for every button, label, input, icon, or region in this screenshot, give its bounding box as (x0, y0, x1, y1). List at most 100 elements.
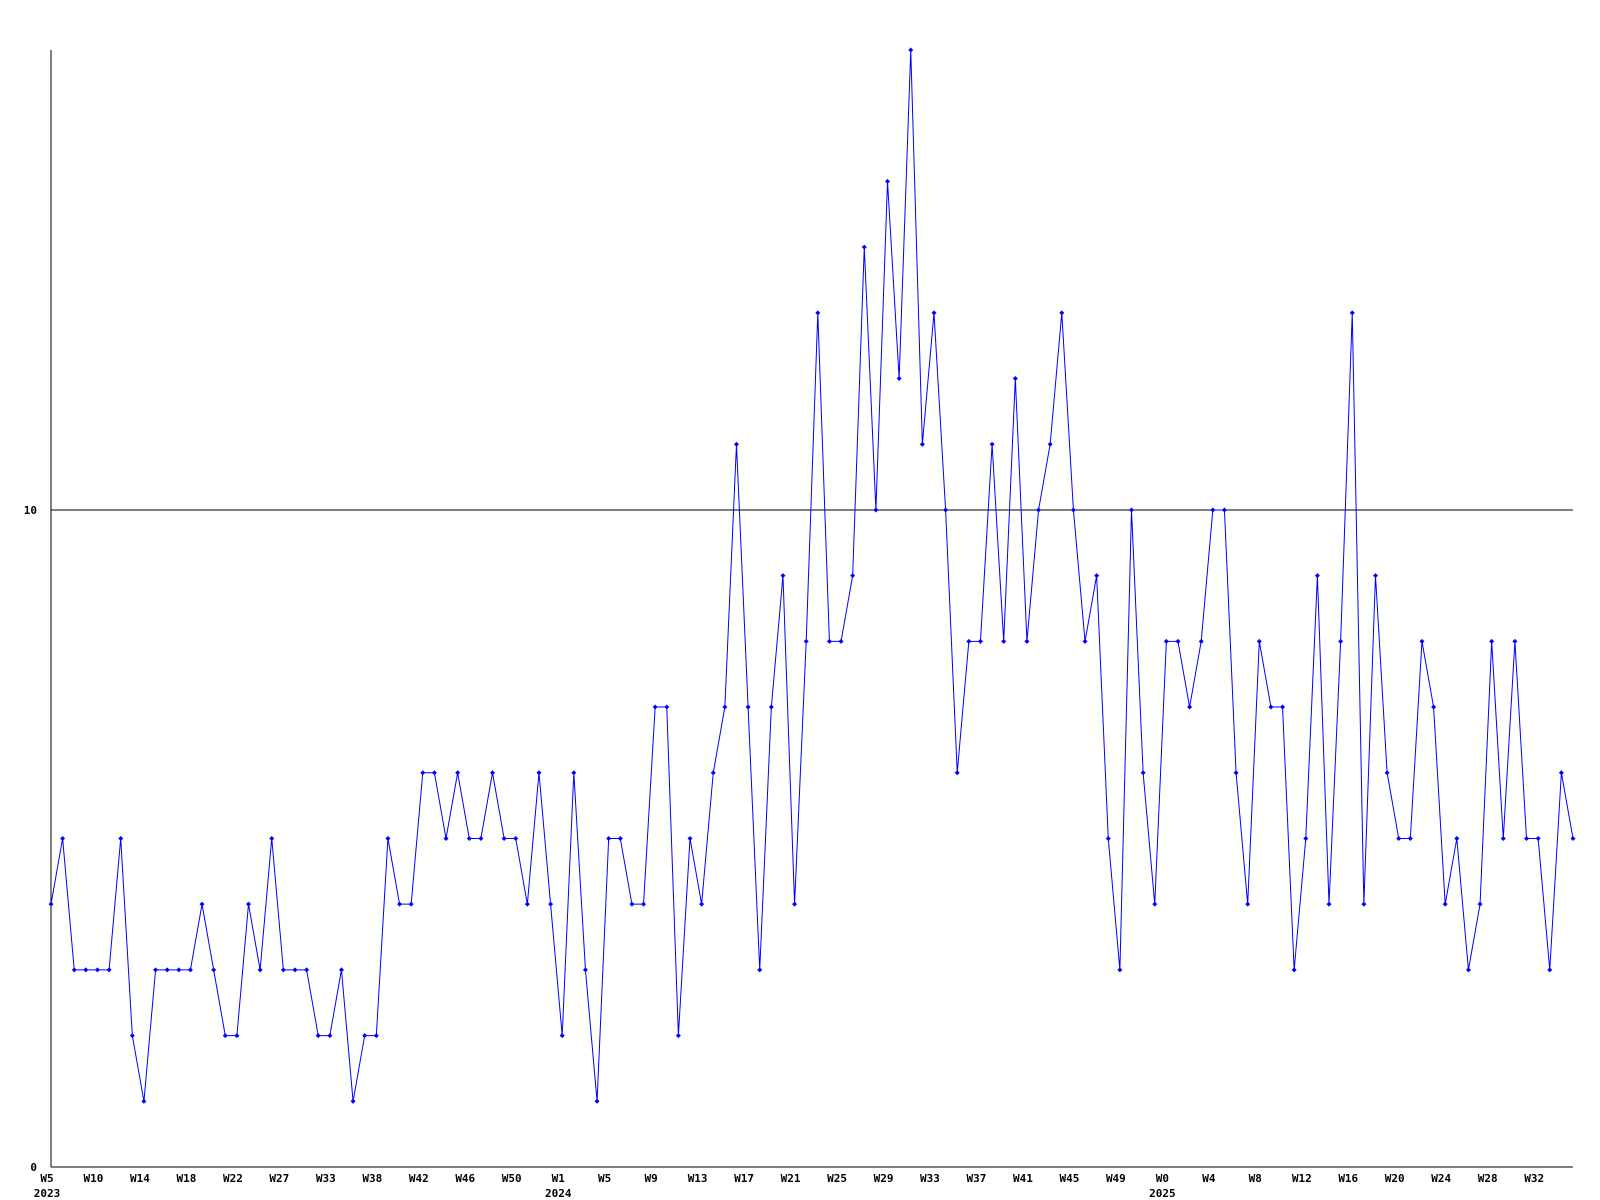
x-tick-label: W14 (130, 1172, 150, 1185)
x-tick-label: W33 (316, 1172, 336, 1185)
x-tick-label: W10 (84, 1172, 104, 1185)
x-tick-label: W28 (1478, 1172, 1498, 1185)
data-point (1245, 901, 1251, 907)
data-point (1187, 704, 1193, 710)
data-point (1291, 967, 1297, 973)
data-point (153, 967, 159, 973)
x-tick-label: W8 (1249, 1172, 1262, 1185)
data-point (1082, 638, 1088, 644)
data-point (327, 1033, 333, 1039)
data-point (1465, 967, 1471, 973)
data-point (873, 507, 879, 513)
data-point (768, 704, 774, 710)
data-point (71, 967, 77, 973)
data-point (896, 376, 902, 382)
data-point (106, 967, 112, 973)
data-point (280, 967, 286, 973)
data-point (164, 967, 170, 973)
data-point (1384, 770, 1390, 776)
data-point (617, 835, 623, 841)
data-point (246, 901, 252, 907)
data-point (257, 967, 263, 973)
data-point (1280, 704, 1286, 710)
data-point (1326, 901, 1332, 907)
x-tick-label: W9 (645, 1172, 658, 1185)
data-point (1175, 638, 1181, 644)
data-point (1547, 967, 1553, 973)
data-point (524, 901, 530, 907)
data-point (1396, 835, 1402, 841)
data-point (373, 1033, 379, 1039)
data-point (1047, 441, 1053, 447)
data-point (60, 835, 66, 841)
data-point (478, 835, 484, 841)
data-point (1570, 835, 1576, 841)
data-point (757, 967, 763, 973)
x-year-label: 2023 (34, 1187, 61, 1200)
data-point (234, 1033, 240, 1039)
data-point (977, 638, 983, 644)
data-point (1419, 638, 1425, 644)
data-point (943, 507, 949, 513)
data-point (826, 638, 832, 644)
data-point (1489, 638, 1495, 644)
data-point (1070, 507, 1076, 513)
data-point (641, 901, 647, 907)
data-point (176, 967, 182, 973)
data-point (1036, 507, 1042, 513)
data-point (199, 901, 205, 907)
data-point (629, 901, 635, 907)
x-tick-label: W41 (1013, 1172, 1033, 1185)
data-point (1268, 704, 1274, 710)
x-tick-label: W32 (1524, 1172, 1544, 1185)
data-point (513, 835, 519, 841)
data-point (1361, 901, 1367, 907)
data-point (722, 704, 728, 710)
data-point (1431, 704, 1437, 710)
data-point (1372, 573, 1378, 579)
data-point (1477, 901, 1483, 907)
data-point (1001, 638, 1007, 644)
x-tick-label: W27 (269, 1172, 289, 1185)
data-point (269, 835, 275, 841)
x-year-label: 2024 (545, 1187, 572, 1200)
data-point (1140, 770, 1146, 776)
data-point (815, 310, 821, 316)
x-tick-label: W50 (502, 1172, 522, 1185)
x-tick-label: W18 (176, 1172, 196, 1185)
data-point (1059, 310, 1065, 316)
data-point (1024, 638, 1030, 644)
data-point (187, 967, 193, 973)
y-tick-label: 10 (24, 504, 37, 517)
data-point (582, 967, 588, 973)
data-point (675, 1033, 681, 1039)
x-tick-label: W0 (1156, 1172, 1169, 1185)
data-point (222, 1033, 228, 1039)
x-tick-label: W49 (1106, 1172, 1126, 1185)
data-point (1163, 638, 1169, 644)
data-point (571, 770, 577, 776)
data-point (1349, 310, 1355, 316)
x-tick-label: W45 (1059, 1172, 1079, 1185)
x-tick-label: W20 (1385, 1172, 1405, 1185)
data-point (501, 835, 507, 841)
x-tick-label: W46 (455, 1172, 475, 1185)
data-point (141, 1098, 147, 1104)
data-point (94, 967, 100, 973)
data-point (861, 244, 867, 250)
data-point (1512, 638, 1518, 644)
data-point (338, 967, 344, 973)
data-point (397, 901, 403, 907)
data-point (954, 770, 960, 776)
data-point (408, 901, 414, 907)
x-tick-label: W5 (598, 1172, 611, 1185)
data-point (710, 770, 716, 776)
data-point (1210, 507, 1216, 513)
data-point (536, 770, 542, 776)
data-point (1407, 835, 1413, 841)
x-tick-label: W13 (688, 1172, 708, 1185)
data-point (1454, 835, 1460, 841)
x-tick-label: W29 (874, 1172, 894, 1185)
